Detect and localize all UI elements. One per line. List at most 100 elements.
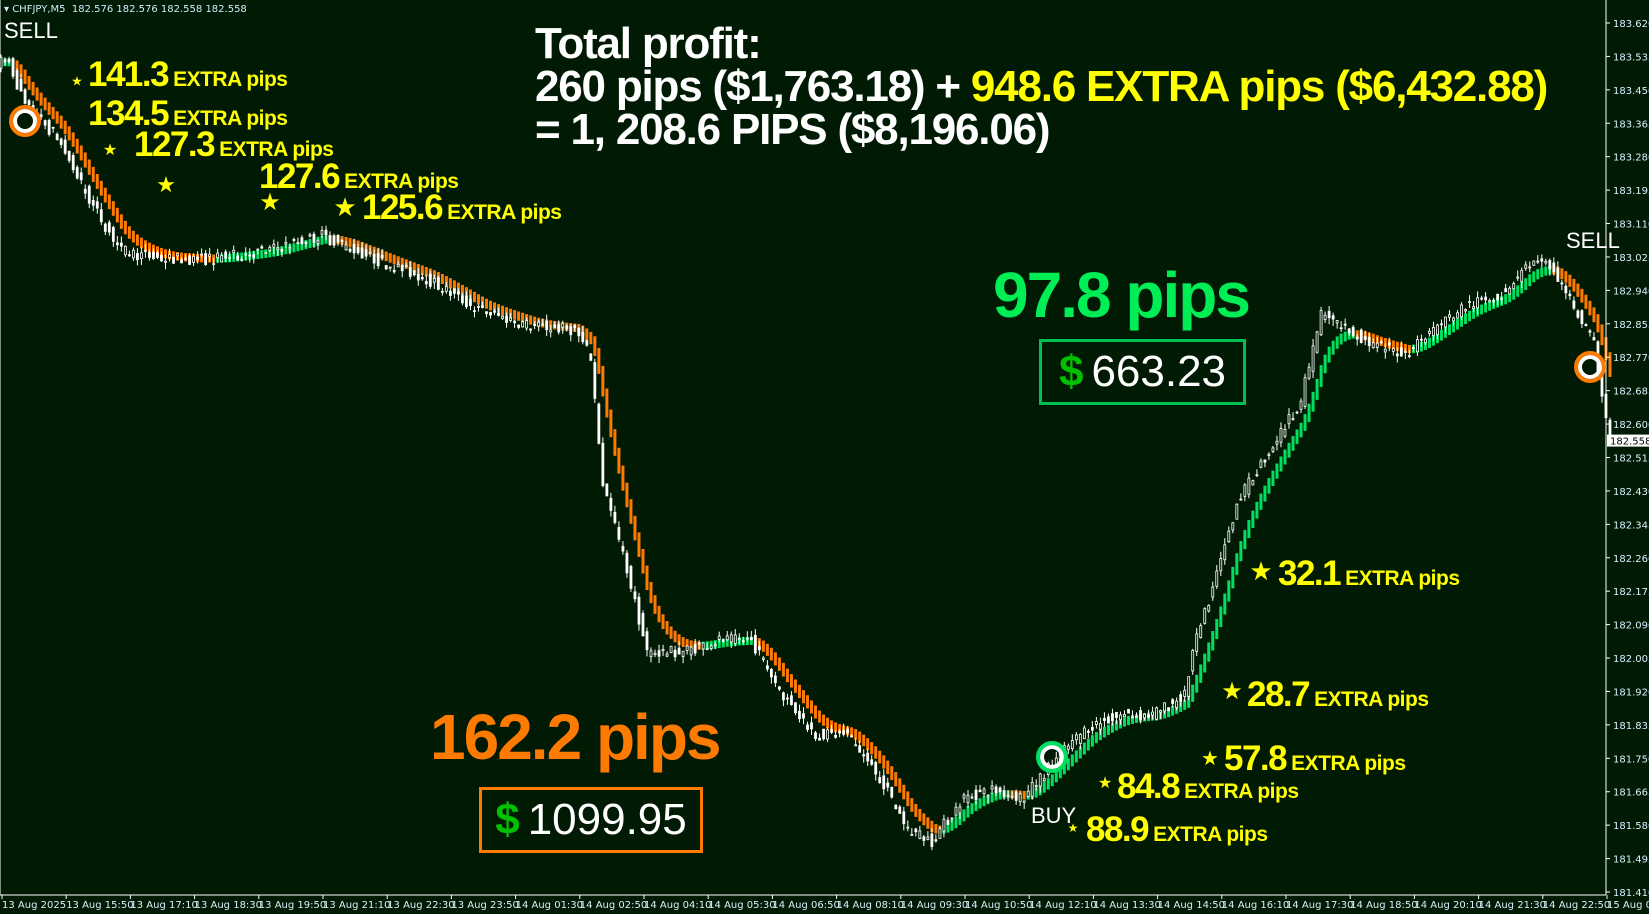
candle-body xyxy=(942,818,946,832)
ma-bar xyxy=(1066,758,1070,771)
candle-body xyxy=(870,759,874,765)
candle-body xyxy=(1006,794,1010,797)
candle-body xyxy=(212,263,216,265)
candle-body xyxy=(268,246,272,251)
ma-bar xyxy=(878,750,882,764)
candle-body xyxy=(1444,316,1447,328)
ma-bar xyxy=(517,311,521,321)
ma-bar xyxy=(806,695,809,709)
candle-body xyxy=(99,209,103,223)
ma-bar xyxy=(505,307,509,317)
candle-body xyxy=(1552,262,1556,273)
candle-body xyxy=(47,120,51,135)
ma-bar xyxy=(1070,754,1074,767)
candle-body xyxy=(589,353,593,361)
ma-bar xyxy=(653,595,657,614)
candle-body xyxy=(176,253,179,257)
ma-bar xyxy=(19,64,23,78)
candle-body xyxy=(749,636,753,641)
ma-bar xyxy=(922,813,926,826)
candle-body xyxy=(216,252,220,259)
ma-bar xyxy=(1307,403,1311,423)
ma-bar xyxy=(1331,340,1335,355)
ma-bar xyxy=(958,813,962,826)
candle-body xyxy=(1319,310,1323,336)
candle-body xyxy=(63,139,67,154)
candle-body xyxy=(352,243,356,254)
ma-bar xyxy=(1524,278,1528,290)
time-tick-label: 13 Aug 18:30 xyxy=(195,900,262,911)
candle-body xyxy=(1432,326,1435,337)
candle-body xyxy=(673,649,677,658)
ma-bar xyxy=(27,76,31,90)
symbol-line: CHFJPY,M5 182.576 182.576 182.558 182.55… xyxy=(12,4,247,15)
ma-bar xyxy=(1596,314,1600,333)
ma-bar xyxy=(1247,519,1251,539)
extra-pips-label: 141.3 EXTRA pips xyxy=(88,55,288,94)
candle-body xyxy=(709,645,713,649)
candle-body xyxy=(1576,310,1580,318)
candle-body xyxy=(272,243,276,248)
candle-body xyxy=(994,786,998,794)
candle-body xyxy=(1335,320,1339,324)
ma-bar xyxy=(906,791,910,807)
candle-body xyxy=(384,265,388,270)
candle-body xyxy=(1074,734,1078,741)
ma-bar xyxy=(894,772,898,787)
ma-bar xyxy=(673,630,677,643)
ma-bar xyxy=(1588,300,1592,316)
price-tick-label: 183.110 xyxy=(1613,220,1649,231)
symbol-header: ▾ CHFJPY,M5 182.576 182.576 182.558 182.… xyxy=(4,4,247,15)
ma-bar xyxy=(59,115,63,129)
candle-body xyxy=(1568,293,1572,297)
ma-bar xyxy=(717,639,721,649)
candle-body xyxy=(204,253,208,265)
candle-body xyxy=(1267,453,1271,456)
candle-body xyxy=(1295,411,1299,414)
candle-body xyxy=(1275,440,1279,445)
candle-body xyxy=(846,728,850,734)
candle-body xyxy=(320,230,324,235)
ma-bar xyxy=(1114,720,1118,731)
candle-body xyxy=(697,642,701,645)
candle-body xyxy=(966,794,970,804)
ma-bar xyxy=(1508,291,1512,303)
candle-body xyxy=(444,286,448,292)
candle-body xyxy=(1235,503,1239,520)
sell-trade-amount: 1099.95 xyxy=(527,795,687,844)
candle-body xyxy=(822,728,825,740)
ma-bar xyxy=(456,282,460,293)
ma-bar xyxy=(1179,701,1183,712)
candle-body xyxy=(236,255,240,261)
candle-body xyxy=(408,267,412,277)
ma-bar xyxy=(998,790,1002,800)
ma-bar xyxy=(83,152,87,168)
candle-body xyxy=(1187,676,1191,697)
ma-bar xyxy=(348,238,352,248)
candle-body xyxy=(240,258,244,261)
sell-trade-profit-box: $1099.95 xyxy=(479,787,703,853)
candle-body xyxy=(581,331,585,343)
ma-bar xyxy=(613,429,617,456)
candle-body xyxy=(509,317,512,321)
candle-body xyxy=(1327,310,1331,319)
candle-body xyxy=(7,58,11,63)
candle-body xyxy=(168,254,171,258)
candle-body xyxy=(1239,498,1243,501)
candle-body xyxy=(224,251,228,259)
ma-bar xyxy=(131,230,135,243)
candle-body xyxy=(617,527,621,540)
price-tick-label: 183.025 xyxy=(1613,253,1649,264)
candle-body xyxy=(605,483,609,497)
ma-bar xyxy=(107,194,111,210)
ma-bar xyxy=(95,173,99,189)
star-icon: ★ xyxy=(1249,556,1273,586)
candle-body xyxy=(577,327,581,337)
ma-bar xyxy=(605,388,609,418)
ma-bar xyxy=(1227,580,1231,602)
time-tick-label: 14 Aug 02:50 xyxy=(580,900,647,911)
buy-trade-profit-box: $663.23 xyxy=(1039,339,1246,405)
ma-bar xyxy=(460,284,464,296)
price-tick-label: 181.665 xyxy=(1613,788,1649,799)
